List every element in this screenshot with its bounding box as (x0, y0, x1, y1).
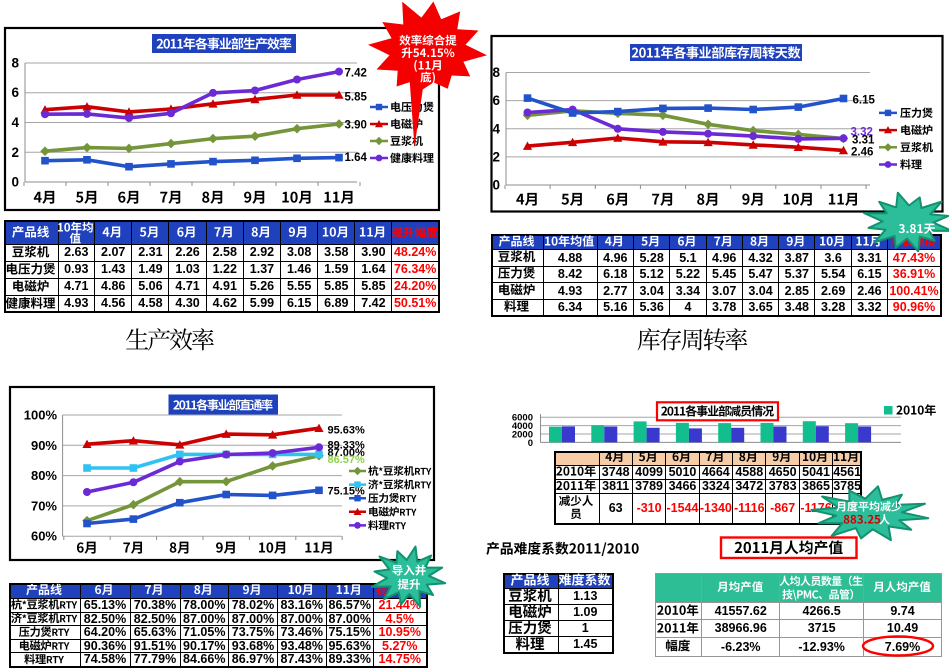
svg-text:4: 4 (492, 121, 500, 136)
svg-text:75.15%: 75.15% (328, 486, 366, 498)
svg-text:4000: 4000 (512, 421, 533, 432)
svg-text:2: 2 (492, 149, 500, 164)
svg-text:5.85: 5.85 (345, 91, 368, 103)
svg-text:70%: 70% (31, 498, 57, 513)
svg-text:0: 0 (528, 438, 533, 449)
svg-text:2000: 2000 (512, 429, 533, 440)
svg-text:6.15: 6.15 (853, 95, 876, 107)
svg-text:60%: 60% (31, 529, 57, 544)
svg-text:89.33%: 89.33% (328, 440, 366, 452)
svg-text:6: 6 (492, 93, 500, 108)
svg-text:0: 0 (492, 178, 500, 193)
svg-text:1.64: 1.64 (345, 152, 368, 164)
svg-text:2: 2 (11, 145, 19, 160)
svg-text:3.32: 3.32 (851, 127, 873, 139)
svg-text:95.63%: 95.63% (328, 425, 366, 437)
svg-text:86.57%: 86.57% (328, 454, 366, 466)
svg-text:6: 6 (11, 85, 19, 100)
svg-text:8: 8 (492, 65, 500, 80)
svg-text:6000: 6000 (512, 413, 533, 424)
svg-text:0: 0 (11, 175, 19, 190)
svg-text:4: 4 (11, 115, 19, 130)
svg-text:3.31: 3.31 (852, 134, 875, 146)
svg-text:3.90: 3.90 (345, 120, 367, 132)
svg-text:80%: 80% (31, 468, 57, 483)
svg-text:8: 8 (11, 56, 19, 71)
svg-text:2.46: 2.46 (851, 146, 873, 158)
svg-text:90%: 90% (31, 438, 57, 453)
svg-text:7.42: 7.42 (345, 68, 367, 80)
svg-text:87.00%: 87.00% (328, 447, 366, 459)
svg-text:100%: 100% (24, 408, 58, 423)
